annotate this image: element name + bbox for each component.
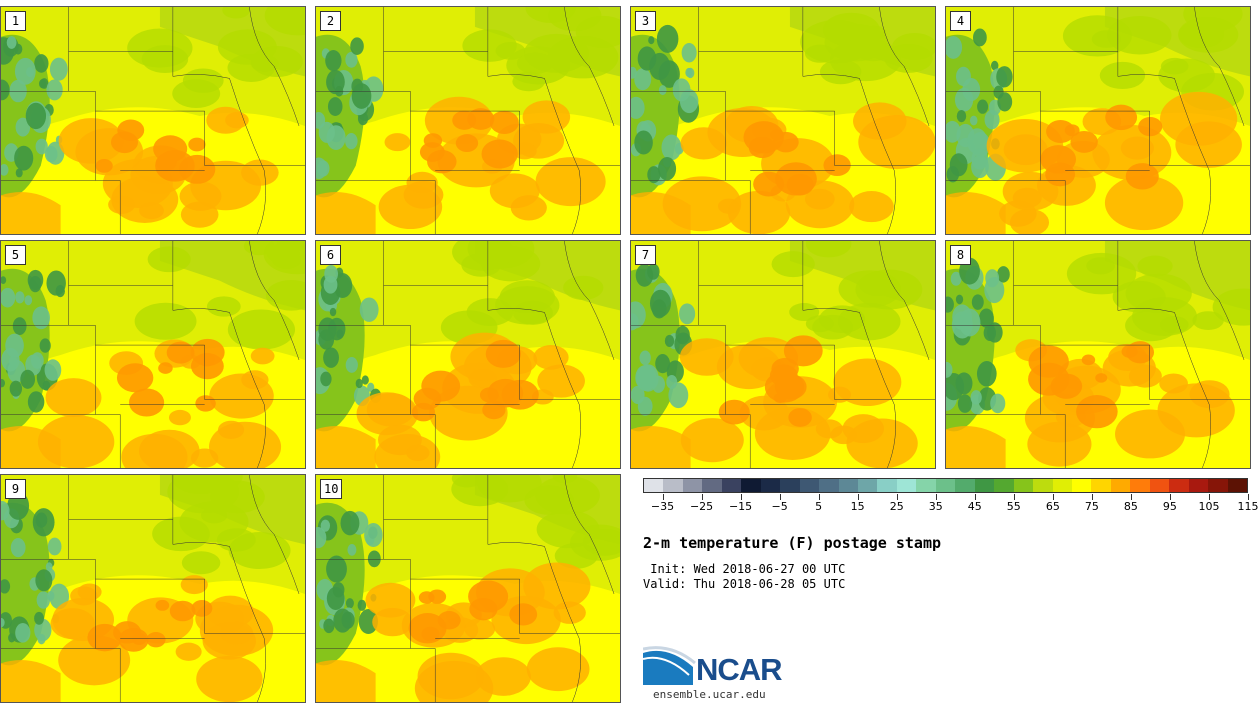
- colorbar-swatch: [760, 479, 781, 492]
- colorbar-swatch: [780, 479, 800, 492]
- ensemble-member-panel: 10: [315, 474, 621, 703]
- colorbar-tick-label: 15: [850, 500, 865, 513]
- site-url[interactable]: ensemble.ucar.edu: [653, 688, 766, 701]
- colorbar-swatch: [838, 479, 858, 492]
- colorbar-swatch: [974, 479, 995, 492]
- colorbar-tick: [818, 494, 820, 500]
- colorbar-tick: [701, 494, 703, 500]
- colorbar-swatch: [721, 479, 742, 492]
- ensemble-member-panel: 7: [630, 240, 936, 469]
- ensemble-member-panel: 6: [315, 240, 621, 469]
- member-number-label: 1: [5, 11, 26, 31]
- colorbar-swatch: [877, 479, 897, 492]
- member-number-label: 4: [950, 11, 971, 31]
- member-number-label: 5: [5, 245, 26, 265]
- colorbar-tick-label: 45: [967, 500, 982, 513]
- colorbar-swatch: [1091, 479, 1111, 492]
- colorbar-swatch: [935, 479, 956, 492]
- colorbar-tick: [1013, 494, 1015, 500]
- colorbar-tick-label: −15: [728, 500, 753, 513]
- colorbar-swatch: [1227, 479, 1248, 492]
- ensemble-member-panel: 1: [0, 6, 306, 235]
- member-number-label: 6: [320, 245, 341, 265]
- colorbar-tick-label: 35: [928, 500, 943, 513]
- colorbar-swatch: [799, 479, 820, 492]
- chart-title: 2-m temperature (F) postage stamp: [643, 534, 942, 552]
- colorbar-tick: [974, 494, 976, 500]
- colorbar-tick: [896, 494, 898, 500]
- colorbar-swatch: [1208, 479, 1228, 492]
- colorbar-swatch: [1110, 479, 1131, 492]
- ensemble-member-panel: 2: [315, 6, 621, 235]
- colorbar-swatch: [644, 479, 664, 492]
- colorbar-swatch: [1188, 479, 1209, 492]
- colorbar-tick-label: −5: [771, 500, 788, 513]
- colorbar-tick: [662, 494, 664, 500]
- ensemble-member-panel: 4: [945, 6, 1251, 235]
- ensemble-member-panel: 8: [945, 240, 1251, 469]
- logo-text: NCAR: [696, 652, 783, 687]
- valid-time: Valid: Thu 2018-06-28 05 UTC: [643, 577, 846, 591]
- colorbar-tick-label: 95: [1162, 500, 1177, 513]
- colorbar-tick: [1208, 494, 1210, 500]
- colorbar-tick-label: 115: [1237, 500, 1259, 513]
- colorbar-ticks: −35 −25 −15 −5 5 15 25 35 45 55 65 75 85 95 105 115: [643, 494, 1259, 514]
- colorbar-tick: [1052, 494, 1054, 500]
- colorbar-tick-label: 25: [889, 500, 904, 513]
- colorbar-tick-label: 65: [1045, 500, 1060, 513]
- colorbar-tick: [857, 494, 859, 500]
- colorbar-tick: [935, 494, 937, 500]
- colorbar-swatch: [1071, 479, 1092, 492]
- ensemble-member-panel: 3: [630, 6, 936, 235]
- colorbar-tick: [1248, 494, 1249, 500]
- colorbar-tick: [1130, 494, 1132, 500]
- colorbar-swatch: [1013, 479, 1034, 492]
- colorbar-swatch: [1033, 479, 1053, 492]
- colorbar-tick-label: −35: [650, 500, 675, 513]
- ensemble-member-panel: 5: [0, 240, 306, 469]
- colorbar-tick-label: 85: [1123, 500, 1138, 513]
- colorbar-tick-label: −25: [689, 500, 714, 513]
- colorbar-swatch: [1130, 479, 1150, 492]
- member-number-label: 8: [950, 245, 971, 265]
- init-time: Init: Wed 2018-06-27 00 UTC: [643, 562, 846, 576]
- temperature-colorbar: [643, 478, 1248, 493]
- member-number-label: 9: [5, 479, 26, 499]
- colorbar-swatch: [819, 479, 839, 492]
- colorbar-tick-label: 5: [815, 500, 823, 513]
- colorbar-swatch: [857, 479, 878, 492]
- colorbar-swatch: [994, 479, 1014, 492]
- member-number-label: 3: [635, 11, 656, 31]
- colorbar-swatch: [741, 479, 761, 492]
- ensemble-member-panel: 9: [0, 474, 306, 703]
- colorbar-swatch: [682, 479, 703, 492]
- member-number-label: 7: [635, 245, 656, 265]
- colorbar-swatch: [663, 479, 683, 492]
- colorbar-swatch: [1052, 479, 1072, 492]
- member-number-label: 10: [320, 479, 343, 499]
- colorbar-swatch: [1169, 479, 1189, 492]
- colorbar-tick: [1169, 494, 1171, 500]
- colorbar-swatch: [702, 479, 722, 492]
- member-number-label: 2: [320, 11, 341, 31]
- colorbar-tick-label: 55: [1006, 500, 1021, 513]
- colorbar-tick-label: 75: [1084, 500, 1099, 513]
- colorbar-swatch: [896, 479, 917, 492]
- ncar-logo-icon: [643, 646, 696, 685]
- colorbar-tick: [1091, 494, 1093, 500]
- colorbar-tick-label: 105: [1198, 500, 1220, 513]
- colorbar-swatch: [1149, 479, 1170, 492]
- colorbar-tick: [740, 494, 742, 500]
- colorbar-swatch: [955, 479, 975, 492]
- colorbar-swatch: [916, 479, 936, 492]
- colorbar-tick: [779, 494, 781, 500]
